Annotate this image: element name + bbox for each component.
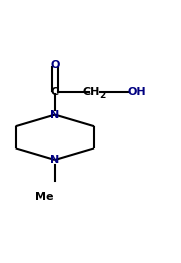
Text: N: N [50, 155, 60, 165]
Text: C: C [51, 87, 59, 97]
Text: Me: Me [35, 191, 53, 201]
Text: N: N [50, 110, 60, 120]
Text: 2: 2 [99, 91, 105, 100]
Text: OH: OH [128, 87, 146, 97]
Text: O: O [50, 60, 60, 70]
Text: CH: CH [83, 87, 100, 97]
